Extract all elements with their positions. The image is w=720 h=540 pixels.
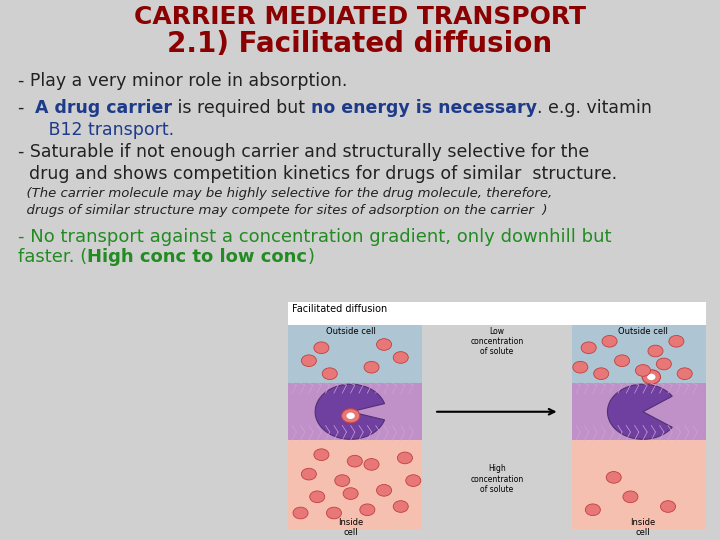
Text: - Saturable if not enough carrier and structurally selective for the: - Saturable if not enough carrier and st…	[18, 143, 589, 161]
Polygon shape	[315, 384, 384, 439]
Circle shape	[602, 335, 617, 347]
Text: (The carrier molecule may be highly selective for the drug molecule, therefore,: (The carrier molecule may be highly sele…	[18, 187, 552, 200]
Circle shape	[657, 358, 671, 370]
Text: Low
concentration
of solute: Low concentration of solute	[470, 327, 523, 356]
Text: -: -	[18, 99, 35, 117]
Circle shape	[364, 458, 379, 470]
Circle shape	[669, 335, 684, 347]
FancyBboxPatch shape	[288, 325, 422, 383]
Text: A drug carrier: A drug carrier	[35, 99, 172, 117]
FancyBboxPatch shape	[288, 438, 422, 529]
Circle shape	[346, 413, 355, 419]
Circle shape	[302, 468, 316, 480]
Circle shape	[326, 507, 341, 519]
Circle shape	[623, 491, 638, 503]
Text: is required but: is required but	[172, 99, 311, 117]
Circle shape	[335, 475, 350, 487]
Circle shape	[377, 484, 392, 496]
Circle shape	[636, 364, 650, 376]
Circle shape	[323, 368, 337, 380]
Circle shape	[594, 368, 608, 380]
Circle shape	[581, 342, 596, 354]
Text: Facilitated diffusion: Facilitated diffusion	[292, 304, 387, 314]
Circle shape	[660, 501, 675, 512]
Circle shape	[314, 449, 329, 461]
Text: . e.g. vitamin: . e.g. vitamin	[537, 99, 652, 117]
Text: 2.1) Facilitated diffusion: 2.1) Facilitated diffusion	[168, 30, 552, 58]
FancyBboxPatch shape	[288, 383, 422, 440]
Circle shape	[377, 339, 392, 350]
Text: - Play a very minor role in absorption.: - Play a very minor role in absorption.	[18, 72, 347, 90]
Text: Inside
cell: Inside cell	[338, 518, 364, 537]
Text: B12 transport.: B12 transport.	[32, 121, 174, 139]
Text: drug and shows competition kinetics for drugs of similar  structure.: drug and shows competition kinetics for …	[18, 165, 617, 183]
Text: CARRIER MEDIATED TRANSPORT: CARRIER MEDIATED TRANSPORT	[134, 5, 586, 29]
Text: ): )	[307, 248, 314, 266]
Circle shape	[606, 471, 621, 483]
Circle shape	[406, 475, 420, 487]
Text: - No transport against a concentration gradient, only downhill but: - No transport against a concentration g…	[18, 228, 611, 246]
FancyBboxPatch shape	[572, 325, 706, 383]
Text: High conc to low conc: High conc to low conc	[87, 248, 307, 266]
Circle shape	[615, 355, 629, 367]
Circle shape	[364, 361, 379, 373]
Circle shape	[343, 488, 358, 500]
Circle shape	[397, 452, 413, 464]
Text: faster. (: faster. (	[18, 248, 87, 266]
Text: Outside cell: Outside cell	[325, 327, 376, 336]
Circle shape	[642, 370, 660, 384]
Circle shape	[310, 491, 325, 503]
Text: no energy is necessary: no energy is necessary	[311, 99, 537, 117]
FancyBboxPatch shape	[572, 383, 706, 440]
Text: Outside cell: Outside cell	[618, 327, 668, 336]
Circle shape	[360, 504, 375, 516]
Circle shape	[293, 507, 308, 519]
Circle shape	[648, 345, 663, 357]
Circle shape	[393, 501, 408, 512]
Polygon shape	[608, 384, 672, 439]
Text: Inside
cell: Inside cell	[630, 518, 656, 537]
Circle shape	[347, 455, 362, 467]
Circle shape	[302, 355, 316, 367]
Text: High
concentration
of solute: High concentration of solute	[470, 464, 523, 494]
Text: drugs of similar structure may compete for sites of adsorption on the carrier  ): drugs of similar structure may compete f…	[18, 204, 547, 217]
FancyBboxPatch shape	[572, 438, 706, 529]
Circle shape	[393, 352, 408, 363]
Circle shape	[341, 409, 360, 423]
FancyBboxPatch shape	[288, 302, 706, 325]
Circle shape	[314, 342, 329, 354]
Circle shape	[647, 374, 655, 380]
Circle shape	[585, 504, 600, 516]
Circle shape	[573, 361, 588, 373]
Circle shape	[678, 368, 692, 380]
